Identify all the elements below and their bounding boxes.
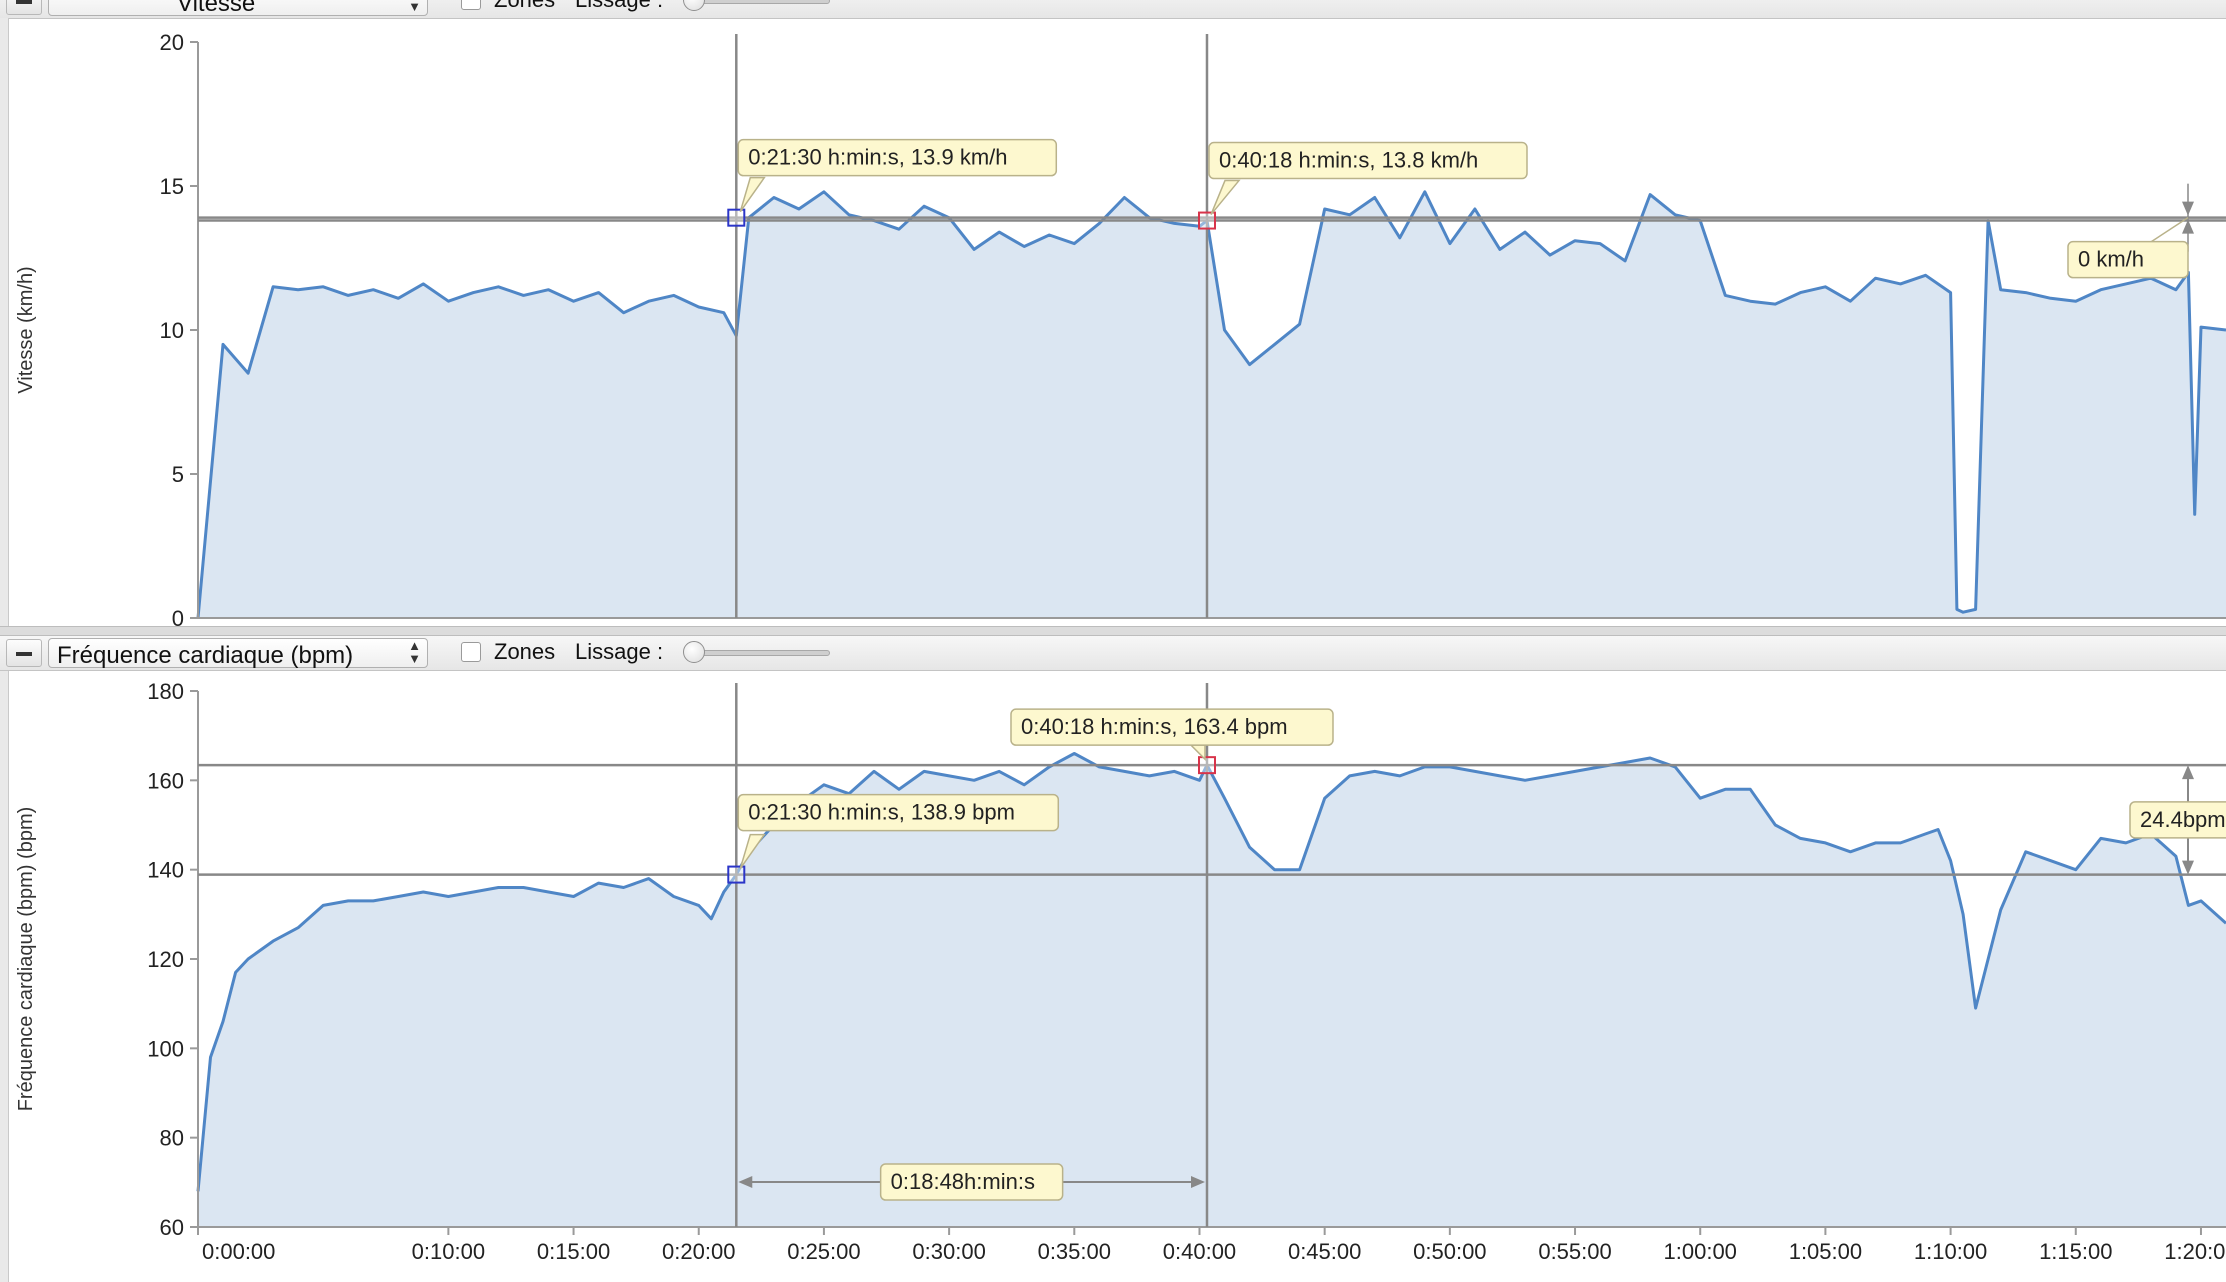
heart-rate-end-marker <box>1197 756 1216 775</box>
heart-rate-smoothing-slider[interactable] <box>690 650 830 656</box>
heart-rate-x-tick-label: 1:20:00 <box>2164 1239 2226 1264</box>
heart-rate-y-tick-label: 80 <box>160 1126 184 1151</box>
heart-rate-x-tick-label: 0:55:00 <box>1538 1239 1611 1264</box>
heart-rate-x-tick-label: 0:30:00 <box>912 1239 985 1264</box>
speed-y-tick-label: 0 <box>172 606 184 626</box>
speed-y-tick-label: 10 <box>160 318 184 343</box>
speed-start-callout-text: 0:21:30 h:min:s, 13.9 km/h <box>748 145 1007 170</box>
heart-rate-metric-select[interactable]: Fréquence cardiaque (bpm) ▲ ▼ <box>48 638 428 669</box>
heart-rate-x-tick-label: 0:20:00 <box>662 1239 735 1264</box>
heart-rate-y-tick-label: 180 <box>147 679 184 704</box>
heart-rate-x-tick-label: 0:10:00 <box>412 1239 485 1264</box>
heart-rate-panel-border <box>0 671 9 1282</box>
heart-rate-zones-checkbox[interactable] <box>461 642 481 662</box>
heart-rate-x-tick-label: 0:15:00 <box>537 1239 610 1264</box>
heart-rate-start-marker <box>727 865 746 884</box>
speed-metric-label: Vitesse <box>177 0 256 17</box>
heart-rate-zones-label: Zones <box>494 639 556 664</box>
heart-rate-x-tick-label: 0:25:00 <box>787 1239 860 1264</box>
heart-rate-x-tick-label: 0:00:00 <box>202 1239 275 1264</box>
speed-end-marker <box>1197 211 1216 230</box>
speed-y-tick-label: 20 <box>160 30 184 55</box>
heart-rate-y-tick-label: 60 <box>160 1215 184 1240</box>
heart-rate-delta-callout-text: 24.4bpm <box>2140 807 2226 832</box>
speed-end-callout-tail <box>1210 179 1241 216</box>
heart-rate-x-tick-label: 1:00:00 <box>1664 1239 1737 1264</box>
duration-arrow-head-left <box>738 1176 753 1188</box>
heart-rate-x-tick-label: 0:40:00 <box>1163 1239 1236 1264</box>
heart-rate-y-tick-label: 160 <box>147 768 184 793</box>
panel-splitter[interactable] <box>0 626 2226 636</box>
speed-start-marker <box>727 208 746 227</box>
speed-delta-arrow-head-up <box>2182 219 2194 234</box>
speed-zones-checkbox[interactable] <box>461 0 481 10</box>
speed-start-callout-tail <box>739 176 766 213</box>
heart-rate-delta-arrow-head-up <box>2182 765 2194 780</box>
speed-y-tick-label: 5 <box>172 462 184 487</box>
speed-metric-select[interactable]: Vitesse ▲▼ <box>48 0 428 17</box>
heart-rate-series-area <box>198 753 2226 1227</box>
heart-rate-x-tick-label: 1:10:00 <box>1914 1239 1987 1264</box>
heart-rate-end-callout-text: 0:40:18 h:min:s, 163.4 bpm <box>1021 714 1288 739</box>
speed-end-callout-text: 0:40:18 h:min:s, 13.8 km/h <box>1219 148 1478 173</box>
duration-callout-text: 0:18:48h:min:s <box>891 1169 1035 1194</box>
select-arrows-icon: ▲▼ <box>408 0 421 14</box>
heart-rate-start-callout-tail <box>739 833 766 870</box>
heart-rate-start-callout-text: 0:21:30 h:min:s, 138.9 bpm <box>748 800 1015 825</box>
duration-callout-box <box>879 1163 1064 1201</box>
speed-smoothing-label: Lissage : <box>575 0 663 13</box>
heart-rate-smoothing-slider-knob[interactable] <box>683 641 705 663</box>
heart-rate-start-callout-box <box>737 793 1060 832</box>
speed-panel-border <box>0 18 9 626</box>
speed-y-tick-label: 15 <box>160 174 184 199</box>
heart-rate-x-tick-label: 1:05:00 <box>1789 1239 1862 1264</box>
speed-series-area <box>198 191 2226 619</box>
heart-rate-y-axis-label: Fréquence cardiaque (bpm) (bpm) <box>15 807 37 1112</box>
speed-delta-callout-box <box>2067 240 2189 279</box>
speed-delta-arrow-head-down <box>2182 201 2194 216</box>
speed-delta-callout-text: 0 km/h <box>2078 247 2144 272</box>
heart-rate-end-callout-box <box>1010 708 1334 746</box>
minus-icon <box>16 652 32 656</box>
speed-smoothing-slider[interactable] <box>690 0 830 4</box>
heart-rate-smoothing-label: Lissage : <box>575 639 664 664</box>
heart-rate-metric-label: Fréquence cardiaque (bpm) <box>57 642 354 669</box>
speed-zones-label: Zones <box>494 0 555 13</box>
speed-series-line <box>196 190 2226 619</box>
heart-rate-x-tick-label: 0:50:00 <box>1413 1239 1486 1264</box>
select-arrows-icon: ▲▼ <box>408 638 421 666</box>
heart-rate-panel-toolbar: Fréquence cardiaque (bpm) ▲ ▼ Zones Lissa… <box>0 636 2226 671</box>
heart-rate-y-tick-label: 140 <box>147 858 184 883</box>
heart-rate-x-tick-label: 0:45:00 <box>1288 1239 1361 1264</box>
heart-rate-y-tick-label: 120 <box>147 947 184 972</box>
heart-rate-delta-callout-box <box>2129 801 2226 839</box>
heart-rate-collapse-button[interactable] <box>6 639 42 667</box>
speed-panel-toolbar: Vitesse ▲▼ Zones Lissage : <box>0 0 2226 19</box>
speed-start-callout-box <box>737 138 1058 177</box>
duration-arrow-head-right <box>1190 1176 1205 1188</box>
speed-smoothing-slider-knob[interactable] <box>683 0 705 11</box>
heart-rate-x-tick-label: 1:15:00 <box>2039 1239 2112 1264</box>
minus-icon <box>16 0 32 4</box>
heart-rate-y-tick-label: 100 <box>147 1036 184 1061</box>
heart-rate-x-tick-label: 0:35:00 <box>1038 1239 1111 1264</box>
speed-collapse-button[interactable] <box>6 0 42 15</box>
speed-end-callout-box <box>1208 141 1528 180</box>
heart-rate-delta-arrow-head-down <box>2182 860 2194 875</box>
speed-chart[interactable]: 0 5 10 15 20 Vitesse (km/h) 0:21:30 h:min:s, 1… <box>0 18 2226 626</box>
heart-rate-chart[interactable]: 60 80 100 120 140 160 180 Fréquence cardiaque (… <box>0 671 2226 1282</box>
speed-y-axis-label: Vitesse (km/h) <box>15 266 37 393</box>
